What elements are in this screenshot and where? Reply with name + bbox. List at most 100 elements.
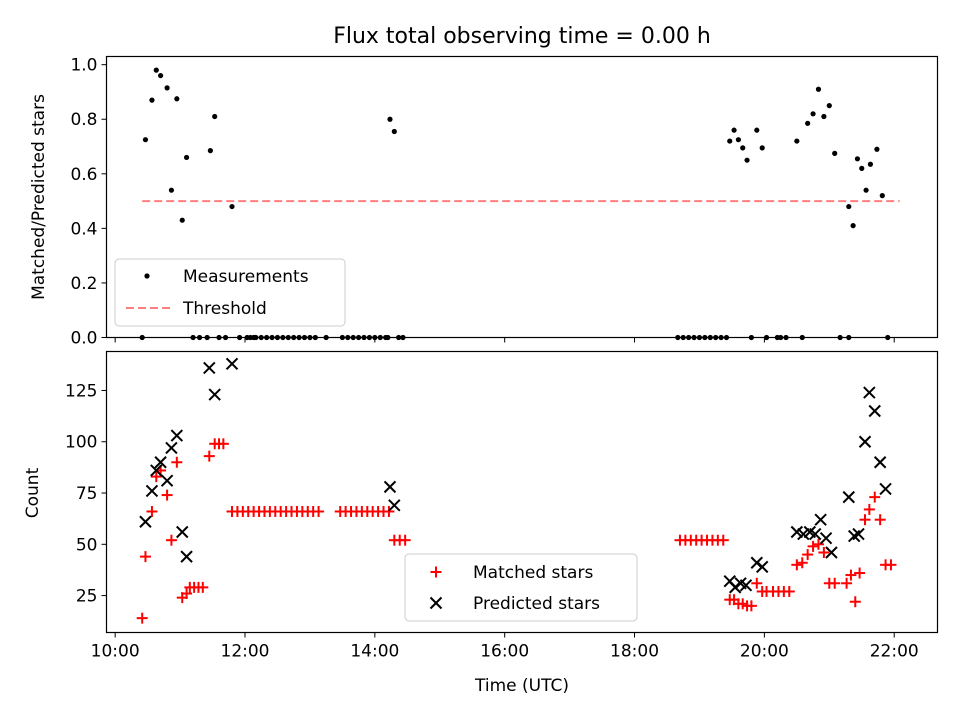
matched-star-point: [829, 577, 841, 589]
y-tick-label: 25: [76, 587, 98, 607]
measurement-point: [863, 187, 869, 193]
top-legend-box: [114, 258, 346, 327]
matched-star-point: [869, 491, 881, 503]
measurement-point: [874, 146, 880, 152]
measurement-point: [168, 187, 175, 193]
predicted-star-point: [825, 546, 838, 559]
matched-star-point: [863, 503, 875, 515]
x-tick-label: 18:00: [610, 642, 659, 662]
matched-star-point: [751, 577, 763, 589]
matched-star-point: [841, 577, 853, 589]
y-tick-label: 0.4: [70, 219, 97, 239]
matched-star-point: [136, 612, 148, 624]
y-tick-label: 0.8: [70, 110, 97, 130]
x-axis-label: Time (UTC): [474, 676, 569, 696]
matched-star-point: [217, 438, 229, 450]
legend-predicted-label: Predicted stars: [473, 594, 600, 614]
y-tick-label: 50: [76, 535, 98, 555]
predicted-star-point: [814, 513, 827, 526]
matched-star-point: [859, 514, 871, 526]
measurement-point: [850, 223, 856, 229]
legend-matched-label: Matched stars: [473, 563, 593, 583]
measurement-point: [149, 97, 155, 103]
matched-star-point: [791, 559, 803, 571]
y-tick-label: 0.0: [70, 329, 97, 349]
predicted-star-point: [180, 550, 193, 563]
predicted-star-point: [225, 357, 239, 371]
legend-predicted-marker: [429, 596, 443, 610]
measurement-point: [794, 138, 800, 144]
legend-measurements-label: Measurements: [183, 267, 309, 287]
matched-star-point: [807, 540, 819, 552]
predicted-star-point: [165, 441, 178, 455]
matched-star-point: [802, 549, 814, 561]
predicted-star-point: [170, 429, 184, 442]
measurement-point: [387, 116, 393, 122]
predicted-star-point: [383, 480, 397, 494]
measurement-point: [815, 86, 822, 92]
y-tick-label: 125: [65, 381, 97, 401]
predicted-star-point: [154, 456, 167, 469]
bottom-axes-frame: [105, 350, 939, 634]
top-y-axis-label: Matched/Predicted stars: [29, 94, 49, 300]
top-legend: Measurements Threshold: [114, 258, 346, 327]
y-tick-label: 100: [65, 433, 97, 453]
y-tick-label: 75: [76, 484, 98, 504]
bottom-y-axis-label: Count: [23, 467, 43, 518]
predicted-star-point: [160, 474, 174, 487]
measurement-point: [826, 103, 832, 109]
predicted-star-point: [879, 482, 892, 496]
top-ticks: 0.0 0.2 0.4 0.6 0.8 1.0: [70, 56, 895, 349]
predicted-star-point: [388, 499, 401, 512]
predicted-star-point: [176, 525, 189, 539]
bottom-legend: Matched stars Predicted stars: [404, 553, 638, 622]
measurement-point: [174, 96, 180, 102]
matched-star-point: [165, 534, 177, 546]
predicted-star-point: [739, 579, 753, 592]
measurement-point: [158, 72, 164, 79]
measurement-point: [759, 145, 765, 151]
chart-title: Flux total observing time = 0.00 h: [333, 24, 711, 49]
predicted-star-point: [842, 490, 855, 504]
measurement-point: [846, 203, 852, 210]
measurement-point: [735, 137, 742, 143]
predicted-star-point: [858, 435, 872, 448]
matched-star-point: [383, 505, 395, 517]
predicted-star-point: [139, 515, 152, 528]
predicted-star-point: [863, 386, 876, 399]
matched-star-point: [818, 547, 830, 559]
matched-star-point: [150, 471, 162, 483]
measurement-point: [727, 138, 733, 144]
predicted-star-point: [819, 531, 833, 545]
measurement-point: [153, 67, 159, 73]
bottom-legend-box: [404, 553, 638, 622]
y-tick-label: 0.6: [70, 165, 97, 185]
measurement-point: [859, 165, 865, 171]
x-tick-label: 20:00: [740, 642, 789, 662]
matched-star-point: [146, 505, 158, 517]
predicted-star-point: [868, 404, 881, 418]
matched-star-point: [203, 450, 215, 462]
x-tick-label: 12:00: [221, 642, 270, 662]
measurement-point: [183, 154, 190, 161]
top-panel: 0.0 0.2 0.4 0.6 0.8 1.0 Matched/Predicted sta…: [29, 56, 939, 349]
y-tick-label: 0.2: [70, 274, 97, 294]
measurement-point: [179, 217, 185, 223]
measurement-point: [731, 127, 737, 133]
matched-star-point: [849, 596, 861, 608]
matched-star-point: [885, 559, 897, 571]
measurement-point: [854, 156, 861, 162]
measurement-point: [879, 193, 885, 199]
bottom-ticks: 25 50 75 100 125 10:00 12:00 14:00 16:00 18:00 20:…: [65, 381, 919, 661]
matched-star-point: [161, 489, 173, 501]
legend-matched-marker: [430, 566, 442, 578]
legend-threshold-label: Threshold: [182, 299, 267, 319]
predicted-star-point: [852, 527, 865, 541]
x-tick-label: 10:00: [91, 642, 140, 662]
matched-star-point: [313, 505, 325, 517]
y-tick-label: 1.0: [70, 56, 97, 76]
bottom-data-marks: [136, 357, 897, 624]
measurement-point: [810, 111, 816, 117]
measurement-point: [821, 113, 827, 120]
x-tick-label: 16:00: [480, 642, 529, 662]
